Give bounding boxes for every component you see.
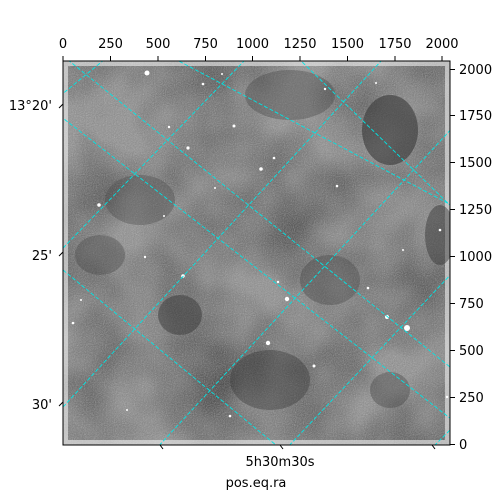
plot-frame [62,60,451,446]
right-tick-label: 250 [459,391,484,406]
top-tick-label: 250 [98,37,123,52]
left-tick-label: 13°20' [9,99,52,114]
top-tick-label: 1750 [378,37,411,52]
top-axis [62,56,443,61]
top-tick-label: 0 [59,37,67,52]
right-tick-label: 2000 [459,63,492,78]
right-axis [450,69,455,445]
star-points [71,70,449,418]
top-tick-label: 1250 [283,37,316,52]
right-tick-label: 500 [459,344,484,359]
sky-image [63,61,450,445]
coordinate-grid [63,61,450,445]
top-tick-label: 1000 [236,37,269,52]
right-tick-label: 0 [459,438,467,453]
top-tick-label: 500 [146,37,171,52]
bottom-tick-label: 5h30m30s [245,455,314,470]
right-tick-label: 1250 [459,203,492,218]
left-tick-label: 25' [32,249,52,264]
right-tick-label: 750 [459,297,484,312]
left-axis [58,103,64,407]
bottom-axis [159,444,436,450]
right-tick-label: 1000 [459,250,492,265]
left-tick-label: 30' [32,398,52,413]
right-tick-label: 1750 [459,109,492,124]
top-tick-label: 2000 [425,37,458,52]
x-axis-label: pos.eq.ra [226,476,287,491]
top-tick-label: 750 [193,37,218,52]
top-tick-label: 1500 [331,37,364,52]
right-tick-label: 1500 [459,156,492,171]
